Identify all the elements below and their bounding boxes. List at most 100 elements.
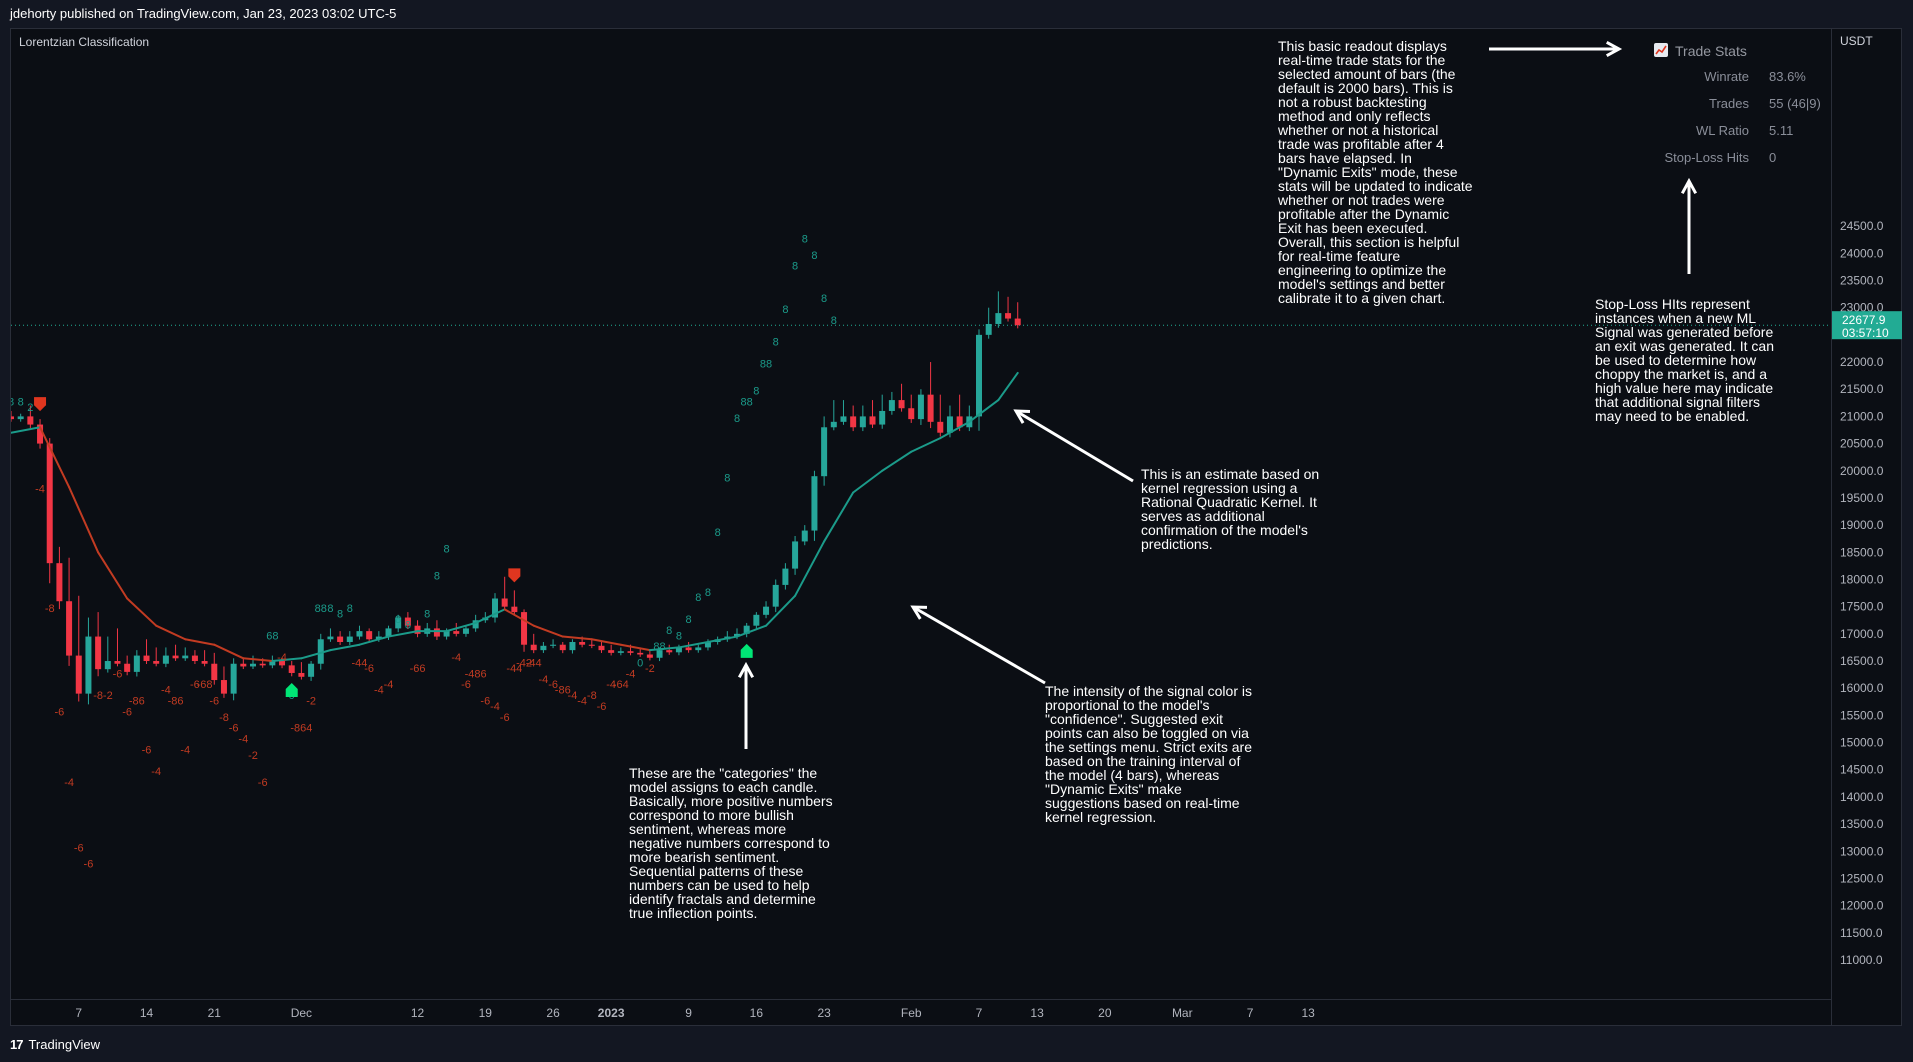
price-tick-label: 24000.0 <box>1840 246 1884 260</box>
candle-body <box>521 612 528 645</box>
category-label: 8 <box>444 543 450 555</box>
price-tick-label: 24500.0 <box>1840 219 1884 233</box>
candle-body <box>598 645 605 651</box>
stat-row-trades: Trades 55 (46|9) <box>1639 90 1829 117</box>
candle-body <box>511 606 518 613</box>
kernel-line-segment <box>532 624 564 638</box>
category-label: -6 <box>461 679 471 691</box>
candle-body <box>269 661 276 666</box>
time-tick-label: 21 <box>208 1006 222 1020</box>
candle-body <box>75 655 82 694</box>
candle-body <box>743 625 750 634</box>
candle-body <box>840 416 847 422</box>
tradingview-logo-icon[interactable]: 17 <box>10 1036 24 1052</box>
trade-stats-panel: Trade Stats Winrate 83.6% Trades 55 (46|… <box>1639 39 1829 171</box>
buy-signal <box>740 643 753 658</box>
candle-body <box>288 665 295 673</box>
category-label: -66 <box>410 663 426 675</box>
category-label: 8 <box>395 614 401 626</box>
category-label: -44 <box>506 663 522 675</box>
category-label: 88 <box>760 358 772 370</box>
time-tick-label: 19 <box>479 1006 493 1020</box>
price-tick-label: 12500.0 <box>1840 871 1884 885</box>
time-axis-scale[interactable]: 7 14 21 Dec 12 19 26 2023 9 16 23 Feb 7 13 20 Mar 7 13 <box>11 1000 1831 1026</box>
price-tick-label: 19500.0 <box>1840 491 1884 505</box>
candlestick-chart[interactable]: 882-4-8-6-4-6-6-8-2-6-6-86-6-4-4-86-4-6-… <box>8 29 1831 999</box>
candle-body <box>46 443 53 564</box>
stat-value: 5.11 <box>1769 123 1794 138</box>
category-label: 8 <box>724 473 730 485</box>
category-label: -2 <box>103 690 113 702</box>
price-tick-label: 17000.0 <box>1840 627 1884 641</box>
price-axis[interactable]: USDT24500.024000.023500.023000.022500.02… <box>1831 29 1902 1025</box>
time-tick-label: 20 <box>1098 1006 1112 1020</box>
candle-body <box>240 663 247 667</box>
kernel-line-segment <box>910 437 942 453</box>
time-tick-label: Feb <box>901 1006 922 1020</box>
category-label: -86 <box>555 685 571 697</box>
category-label: -6 <box>500 712 510 724</box>
annotation-arrow-head <box>1013 409 1031 424</box>
stat-row-winrate: Winrate 83.6% <box>1639 63 1829 90</box>
annotation-arrow-head <box>910 605 928 620</box>
chart-pane[interactable]: 882-4-8-6-4-6-6-8-2-6-6-86-6-4-4-86-4-6-… <box>8 28 1902 1026</box>
category-label: -44 <box>352 657 368 669</box>
category-label: 8 <box>715 527 721 539</box>
category-label: 8 <box>811 250 817 262</box>
candle-body <box>404 617 411 626</box>
indicator-title[interactable]: Lorentzian Classification <box>19 35 150 49</box>
brand-name[interactable]: TradingView <box>28 1036 101 1052</box>
category-label: -6 <box>190 679 200 691</box>
candle-body <box>443 631 450 637</box>
category-label: -4 <box>35 484 45 496</box>
kernel-line-segment <box>10 426 42 434</box>
candle-body <box>869 416 876 425</box>
candle-body <box>1005 313 1012 319</box>
price-tick-label: 16500.0 <box>1840 654 1884 668</box>
price-axis-scale[interactable]: USDT24500.024000.023500.023000.022500.02… <box>1832 29 1902 1025</box>
category-label: -64 <box>613 679 629 691</box>
annotation-arrow-head <box>1680 177 1698 195</box>
price-tick-label: 20500.0 <box>1840 437 1884 451</box>
time-tick-label: Dec <box>291 1006 312 1020</box>
price-tick-label: 13000.0 <box>1840 844 1884 858</box>
category-label: 8 <box>831 315 837 327</box>
category-label: 88 <box>741 397 753 409</box>
category-label: 8 <box>773 337 779 349</box>
candle-body <box>95 636 102 670</box>
candle-body <box>211 663 218 681</box>
category-label: -4 <box>606 679 616 691</box>
price-tick-label: 21000.0 <box>1840 409 1884 423</box>
category-label: 8 <box>666 625 672 637</box>
kernel-line-segment <box>242 657 274 663</box>
candle-body <box>646 654 653 658</box>
candle-body <box>685 647 692 651</box>
category-label: -2 <box>248 750 258 762</box>
price-tick-label: 23500.0 <box>1840 274 1884 288</box>
category-label: 88 <box>315 603 327 615</box>
candle-body <box>859 416 866 428</box>
chart-up-icon <box>1653 42 1669 61</box>
category-label: -6 <box>364 663 374 675</box>
kernel-line-segment <box>561 635 593 641</box>
category-label: -4 <box>64 777 74 789</box>
category-label: -6 <box>142 744 152 756</box>
time-tick-label: 13 <box>1030 1006 1044 1020</box>
kernel-line-segment <box>97 551 129 600</box>
time-tick-label: 23 <box>817 1006 831 1020</box>
candle-body <box>704 641 711 648</box>
category-label: -86 <box>168 696 184 708</box>
plot-area[interactable]: 882-4-8-6-4-6-6-8-2-6-6-86-6-4-4-86-4-6-… <box>8 29 1831 999</box>
candle-body <box>588 644 595 646</box>
time-axis[interactable]: 7 14 21 Dec 12 19 26 2023 9 16 23 Feb 7 13 20 Mar 7 13 <box>11 999 1831 1026</box>
price-tick-label: 13500.0 <box>1840 817 1884 831</box>
price-tick-label: 12000.0 <box>1840 899 1884 913</box>
candle-body <box>172 655 179 659</box>
category-label: 8 <box>327 603 333 615</box>
kernel-line-segment <box>387 630 419 638</box>
candle-body <box>985 323 992 335</box>
candle-body <box>17 416 24 420</box>
category-label: -6 <box>209 696 219 708</box>
candle-body <box>792 541 799 569</box>
time-tick-label: 13 <box>1301 1006 1315 1020</box>
